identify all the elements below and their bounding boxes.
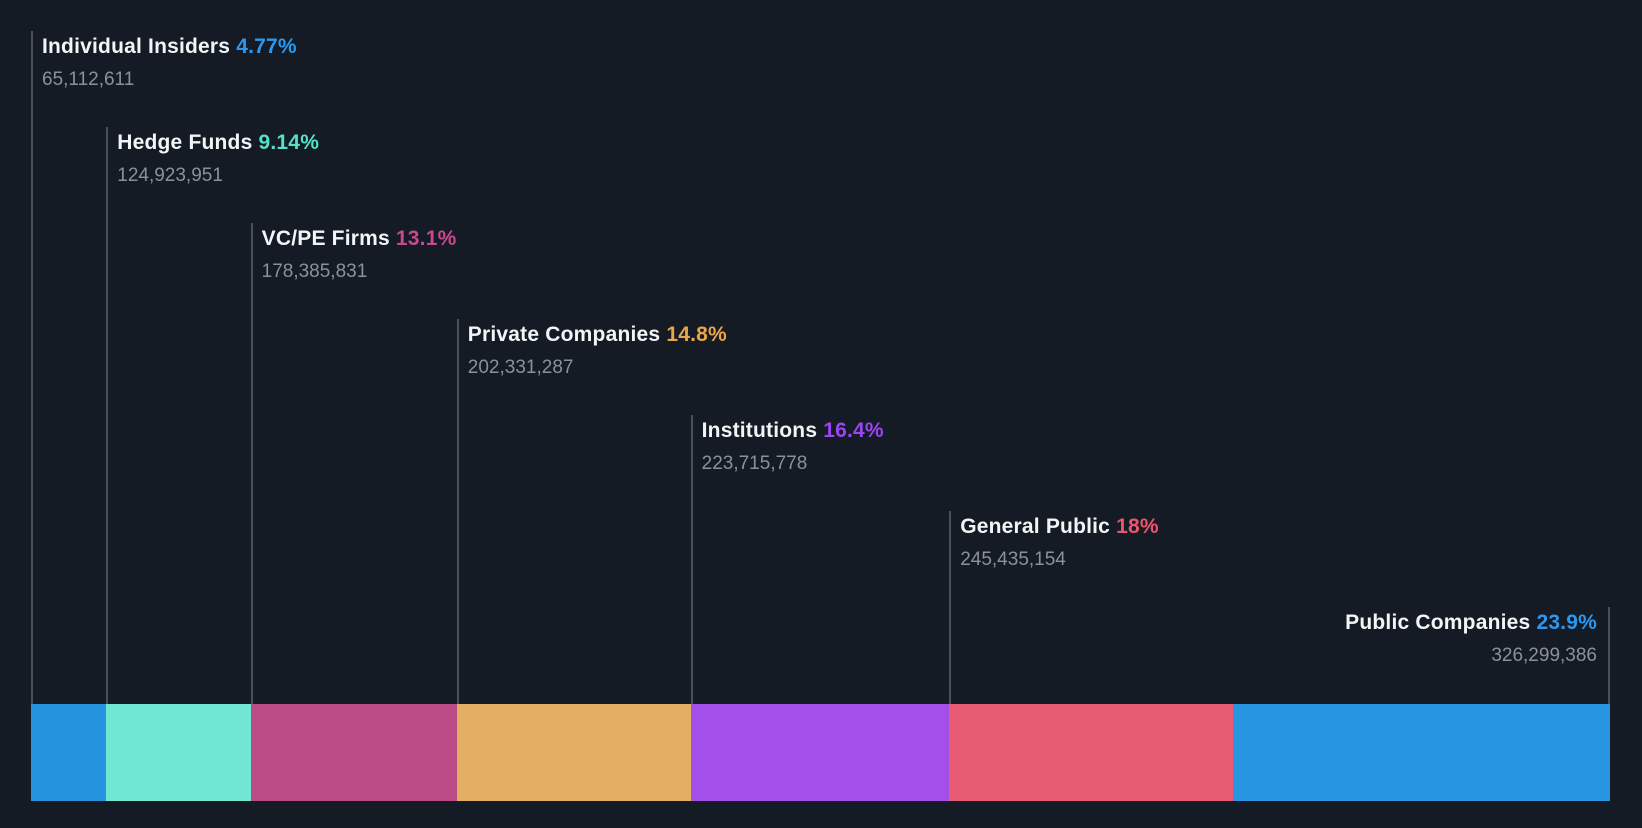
bar-segment-general-public[interactable] <box>949 704 1233 801</box>
bar-segment-vc-pe-firms[interactable] <box>250 704 457 801</box>
owner-share-count: 178,385,831 <box>261 261 368 282</box>
owner-name-and-percent: VC/PE Firms 13.1% <box>262 225 457 252</box>
leader-line-public-companies <box>1608 607 1610 704</box>
owner-label-vc-pe-firms: VC/PE Firms 13.1% 178,385,831 <box>262 225 457 283</box>
owner-share-count: 65,112,611 <box>42 69 135 90</box>
owner-share-count: 124,923,951 <box>117 165 223 186</box>
owner-name: VC/PE Firms <box>261 227 390 250</box>
owner-name: Public Companies <box>1345 611 1531 634</box>
owner-percent: 18% <box>1116 515 1159 538</box>
bar-segment-institutions[interactable] <box>690 704 950 801</box>
leader-line-individual-insiders <box>31 31 33 704</box>
owner-name: General Public <box>960 515 1111 538</box>
owner-label-individual-insiders: Individual Insiders 4.77% 65,112,611 <box>42 33 297 91</box>
owner-share-count: 326,299,386 <box>1491 645 1597 666</box>
leader-line-vc-pe-firms <box>250 223 253 704</box>
leader-line-hedge-funds <box>106 127 109 704</box>
owner-percent: 4.77% <box>236 35 297 58</box>
owner-percent: 13.1% <box>395 227 457 250</box>
owner-name: Hedge Funds <box>117 131 253 154</box>
owner-name-and-percent: General Public 18% <box>960 513 1159 540</box>
ownership-stacked-bar <box>31 704 1610 801</box>
owner-label-public-companies: Public Companies 23.9% 326,299,386 <box>1345 609 1597 667</box>
owner-name-and-percent: Private Companies 14.8% <box>468 321 727 348</box>
owner-name-and-percent: Public Companies 23.9% <box>1345 609 1597 636</box>
owner-percent: 14.8% <box>666 323 727 346</box>
owner-name: Private Companies <box>467 323 661 346</box>
bar-segment-private-companies[interactable] <box>456 704 691 801</box>
bar-segment-hedge-funds[interactable] <box>106 704 251 801</box>
owner-name: Individual Insiders <box>42 35 231 58</box>
owner-share-count: 245,435,154 <box>960 549 1066 570</box>
leader-line-general-public <box>949 511 952 704</box>
owner-name-and-percent: Hedge Funds 9.14% <box>117 129 319 156</box>
owner-label-hedge-funds: Hedge Funds 9.14% 124,923,951 <box>117 129 319 187</box>
leader-line-institutions <box>690 415 693 704</box>
owner-percent: 16.4% <box>823 419 884 442</box>
bar-segment-individual-insiders[interactable] <box>31 704 107 801</box>
owner-percent: 9.14% <box>258 131 320 154</box>
owner-label-private-companies: Private Companies 14.8% 202,331,287 <box>468 321 727 379</box>
bar-segment-public-companies[interactable] <box>1232 704 1610 801</box>
owner-share-count: 202,331,287 <box>467 357 574 378</box>
owner-name-and-percent: Institutions 16.4% <box>702 417 884 444</box>
owner-label-general-public: General Public 18% 245,435,154 <box>960 513 1159 571</box>
owner-percent: 23.9% <box>1536 611 1597 634</box>
owner-name-and-percent: Individual Insiders 4.77% <box>42 33 297 60</box>
owner-label-institutions: Institutions 16.4% 223,715,778 <box>702 417 884 475</box>
owner-share-count: 223,715,778 <box>701 453 808 474</box>
owner-name: Institutions <box>701 419 818 442</box>
leader-line-private-companies <box>456 319 459 704</box>
